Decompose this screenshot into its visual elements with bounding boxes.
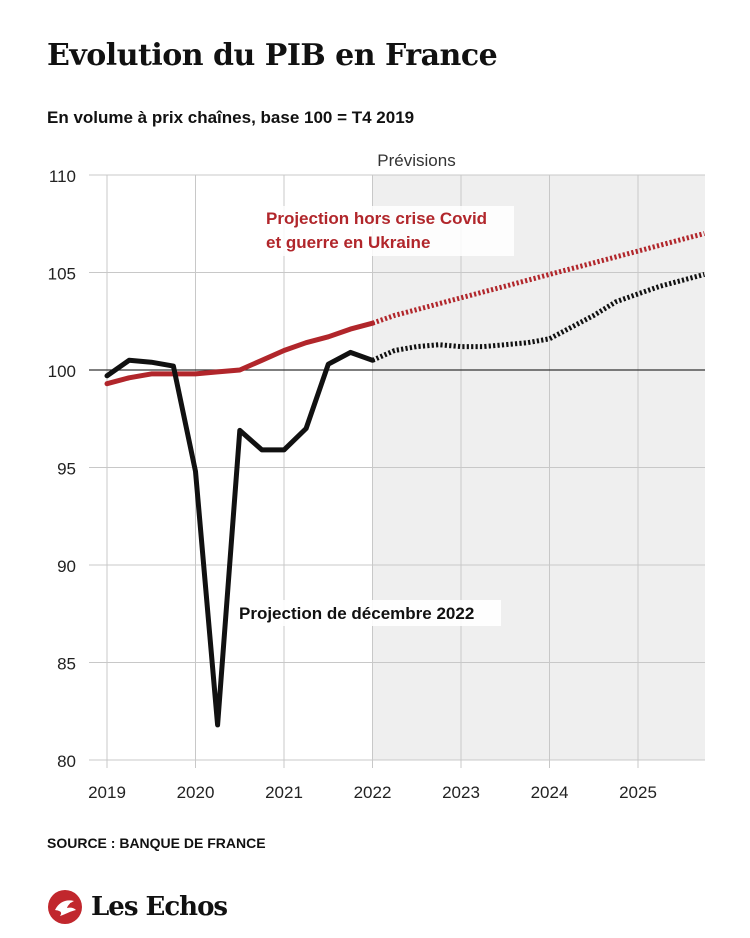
baseline-series-label: Projection de décembre 2022 xyxy=(239,604,474,623)
counterfactual-label-line-1: Projection hors crise Covid xyxy=(266,209,487,228)
x-axis-ticks: 2019 2020 2021 2022 2023 2024 2025 xyxy=(88,783,657,802)
x-tick-label: 2023 xyxy=(442,783,480,802)
counterfactual-label-line-2: et guerre en Ukraine xyxy=(266,233,430,252)
series-1-forecast-line xyxy=(371,231,706,326)
chart-title: Evolution du PIB en France xyxy=(47,38,498,73)
series-labels: Projection hors crise Covid et guerre en… xyxy=(233,206,514,626)
x-tick-label: 2021 xyxy=(265,783,303,802)
y-tick-label: 100 xyxy=(48,362,76,381)
series-0-line xyxy=(104,349,375,728)
series-1-line xyxy=(104,320,375,387)
counterfactual-label-background xyxy=(260,206,514,256)
brand-name: Les Echos xyxy=(91,892,228,922)
series-lines xyxy=(104,231,706,728)
y-axis-ticks: 80 85 90 95 100 105 110 xyxy=(48,167,76,771)
x-tick-label: 2022 xyxy=(354,783,392,802)
y-tick-label: 105 xyxy=(48,265,76,284)
y-tick-label: 110 xyxy=(49,167,76,186)
forecast-region-label: Prévisions xyxy=(377,151,455,170)
y-tick-label: 85 xyxy=(57,655,76,674)
baseline-label-background xyxy=(233,600,501,626)
y-tick-label: 90 xyxy=(57,557,76,576)
source-note: SOURCE : BANQUE DE FRANCE xyxy=(47,835,266,851)
x-tick-label: 2024 xyxy=(531,783,569,802)
brand: Les Echos xyxy=(47,888,228,926)
y-tick-label: 95 xyxy=(57,460,76,479)
les-echos-logo-icon xyxy=(48,890,82,924)
counterfactual-series-label: Projection hors crise Covid et guerre en… xyxy=(266,209,492,252)
series-0-forecast-line xyxy=(371,271,706,363)
grid-lines xyxy=(89,174,705,768)
chart-subtitle: En volume à prix chaînes, base 100 = T4 … xyxy=(47,108,415,127)
x-tick-label: 2020 xyxy=(177,783,215,802)
x-tick-label: 2019 xyxy=(88,783,126,802)
y-tick-label: 80 xyxy=(57,752,76,771)
x-tick-label: 2025 xyxy=(619,783,657,802)
